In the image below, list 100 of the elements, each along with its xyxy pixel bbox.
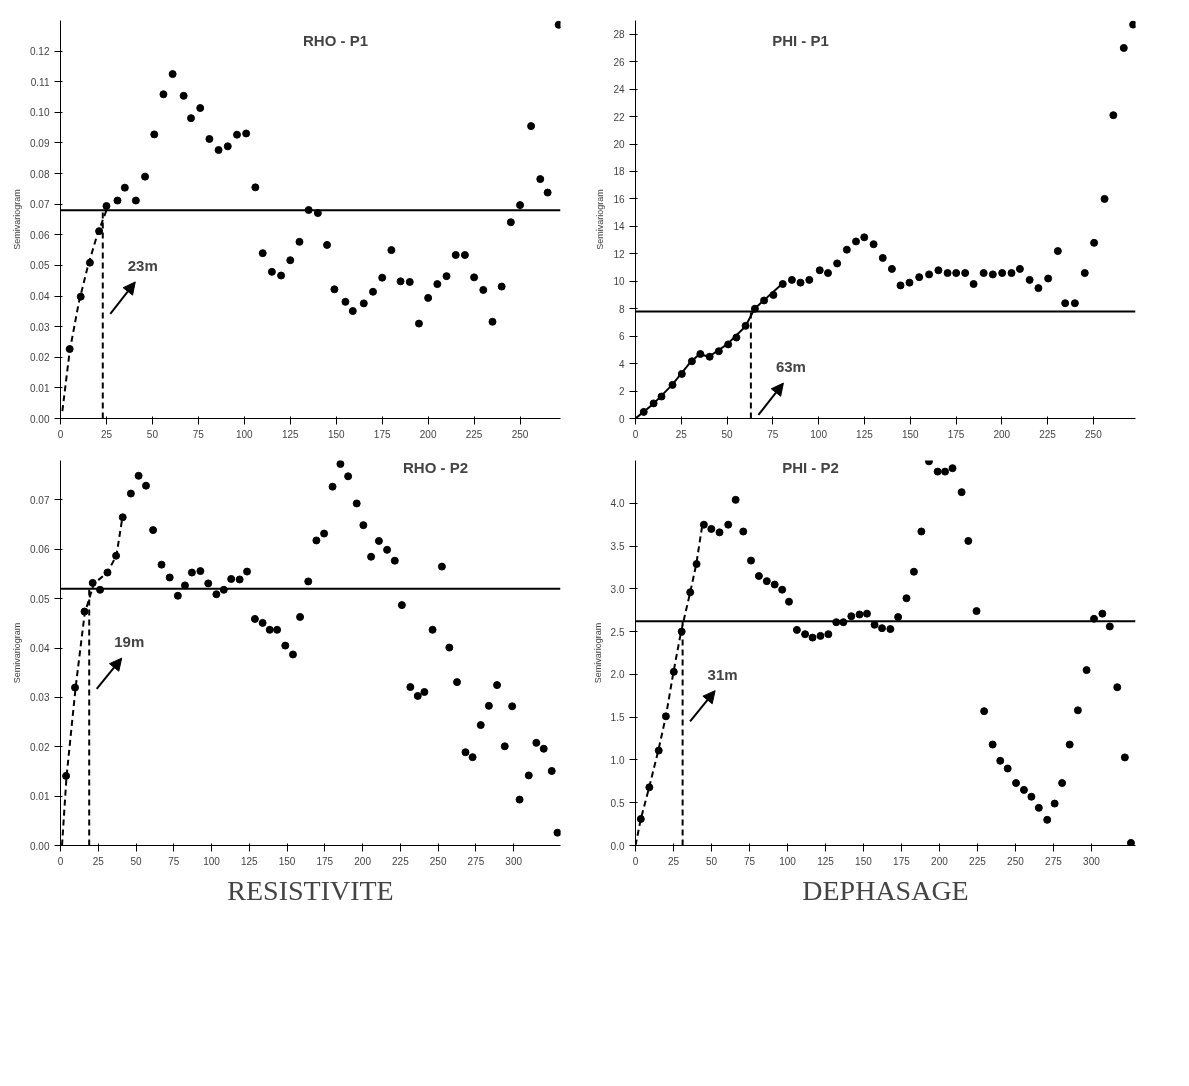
y-tick-label: 6 [618,331,625,343]
y-tick-label: 1.0 [610,754,625,766]
x-tick-label: 300 [505,855,523,867]
x-tick-label: 0 [57,428,64,440]
y-tick-label: 0.0 [610,840,625,852]
x-tick-label: 275 [1045,855,1063,867]
y-tick-label: 2.5 [610,626,625,638]
x-tick-label: 0 [632,428,639,440]
y-tick-label: 0.01 [30,382,50,394]
y-tick-label: 0.02 [30,352,50,364]
y-tick-label: 3.0 [610,583,625,595]
y-tick-label: 0.03 [30,321,50,333]
y-tick-label: 0.06 [30,544,50,556]
x-tick-label: 175 [316,855,334,867]
x-tick-label: 25 [100,428,113,440]
x-tick-label: 50 [130,855,143,867]
x-tick-label: 300 [1083,855,1101,867]
ref-line-label: 63m [775,358,806,376]
y-tick-label: 0.12 [30,46,50,58]
x-tick-label: 0 [632,855,639,867]
chart-title: RHO - P2 [403,458,469,476]
x-tick-label: 75 [168,855,180,867]
y-tick-label: 1.5 [610,712,625,724]
x-tick-label: 100 [235,428,254,440]
x-tick-label: 250 [511,428,529,440]
x-tick-label: 150 [278,855,296,867]
x-tick-label: 75 [192,428,205,440]
text: PHI - P1 [772,31,829,49]
x-tick-label: 25 [667,855,680,867]
x-tick-label: 125 [856,428,874,440]
chart-title: PHI - P2 [782,458,839,476]
x-tick-label: 175 [947,428,965,440]
y-tick-label: 0.07 [30,199,50,211]
y-tick-label: 4.0 [610,498,625,510]
y-tick-label: 12 [613,248,625,260]
y-tick-label: 28 [613,29,625,41]
x-tick-label: 200 [419,428,437,440]
x-tick-label: 200 [993,428,1011,440]
x-tick-label: 0 [57,855,64,867]
x-tick-label: 225 [392,855,410,867]
x-tick-label: 200 [931,855,949,867]
x-tick-label: 175 [373,428,391,440]
y-tick-label: 0.08 [30,168,50,180]
x-tick-label: 150 [901,428,920,440]
y-tick-label: 3.5 [610,541,625,553]
x-tick-label: 125 [240,855,259,867]
y-axis-title: Semivariogram [12,622,23,684]
y-tick-label: 0.05 [30,593,50,605]
y-tick-label: 18 [613,166,625,178]
ref-line-label: 23m [127,257,158,274]
text: RESISTIVITE [227,874,394,906]
y-tick-label: 0.03 [30,692,50,704]
y-tick-label: 0.05 [30,260,50,272]
x-tick-label: 50 [705,855,718,867]
y-tick-label: 0 [618,413,625,425]
y-tick-label: 2.0 [610,669,625,681]
y-tick-label: 0.02 [30,741,50,753]
x-tick-label: 50 [721,428,734,440]
y-tick-label: 0.00 [30,413,50,425]
y-tick-label: 4 [618,358,625,370]
y-tick-label: 0.5 [610,797,625,809]
y-axis-title: Semivariogram [595,189,606,250]
y-tick-label: 22 [613,111,625,123]
y-tick-label: 0.07 [30,494,50,506]
y-tick-label: 2 [618,386,625,398]
x-tick-label: 275 [467,855,485,867]
x-tick-label: 100 [779,855,797,867]
x-tick-label: 225 [1039,428,1057,440]
y-tick-label: 8 [618,303,625,315]
x-tick-label: 250 [1007,855,1025,867]
x-tick-label: 225 [465,428,483,440]
text: RHO - P1 [303,31,369,49]
x-tick-label: 150 [327,428,346,440]
x-tick-label: 150 [855,855,873,867]
y-tick-label: 0.01 [30,791,50,803]
y-tick-label: 0.10 [30,107,50,119]
x-tick-label: 100 [810,428,828,440]
x-tick-label: 50 [146,428,159,440]
ref-line-label: 31m [707,665,738,683]
y-tick-label: 0.04 [30,643,50,655]
x-tick-label: 200 [354,855,372,867]
y-tick-label: 26 [613,56,625,68]
y-tick-label: 0.04 [30,291,50,303]
y-tick-label: 0.00 [30,840,50,852]
x-tick-label: 75 [743,855,756,867]
x-tick-label: 25 [675,428,688,440]
y-tick-label: 10 [613,276,625,288]
x-tick-label: 175 [893,855,911,867]
x-tick-label: 100 [203,855,221,867]
x-tick-label: 25 [92,855,105,867]
x-tick-label: 250 [429,855,447,867]
x-tick-label: 250 [1085,428,1103,440]
ref-line-label: 19m [114,633,145,651]
y-tick-label: 24 [613,84,625,96]
y-axis-title: Semivariogram [592,622,603,684]
y-axis-title: Semivariogram [12,189,23,250]
y-tick-label: 0.11 [30,76,50,88]
y-tick-label: 0.06 [30,229,50,241]
x-tick-label: 125 [281,428,300,440]
y-tick-label: 0.09 [30,137,50,149]
